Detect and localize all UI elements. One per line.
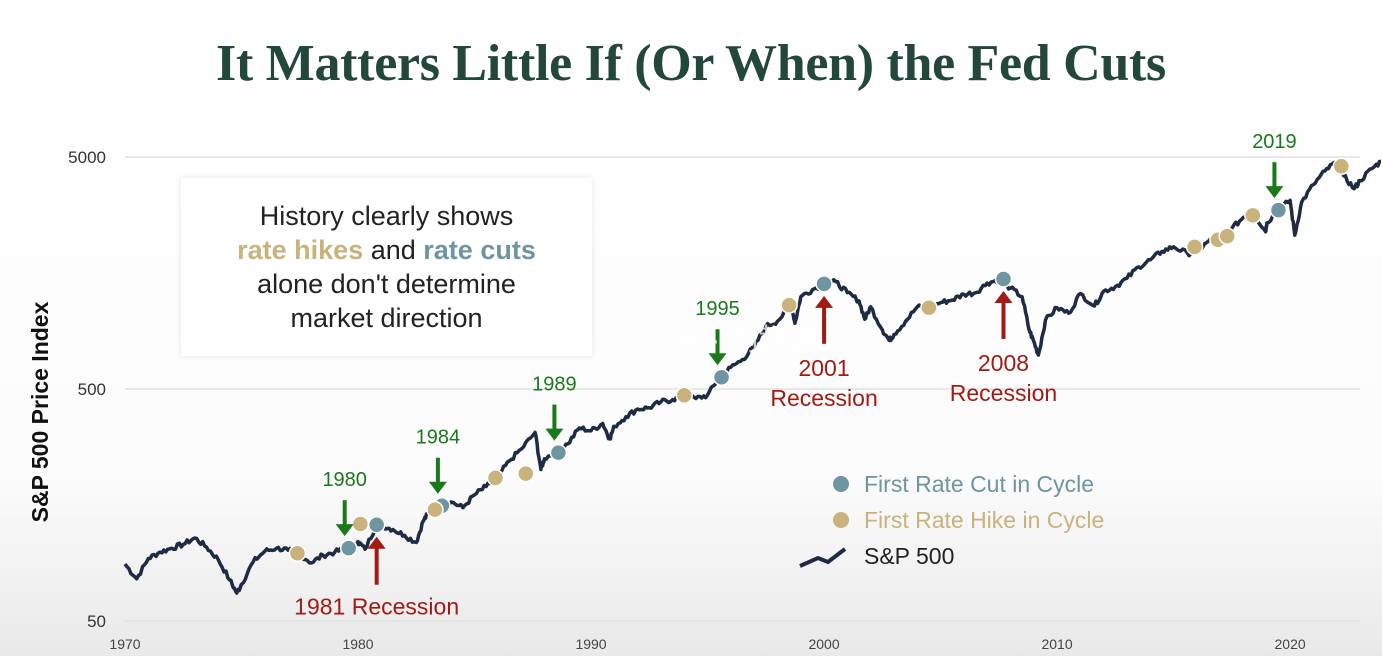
green-arrow-1984 — [428, 457, 447, 494]
grid-layer — [125, 156, 1360, 622]
callout-line-1: History clearly shows — [259, 201, 514, 231]
rate-cut-marker-0 — [339, 539, 358, 557]
red-arrow-7 — [994, 290, 1013, 339]
callout-line-2: rate hikes and rate cuts — [237, 233, 536, 267]
rate-cut-marker-7 — [1269, 201, 1288, 219]
recession-year-2001: 2001 — [798, 355, 849, 381]
rate-cut-marker-3 — [549, 443, 568, 462]
rate-hike-marker-10 — [1218, 227, 1236, 245]
green-arrow-1980 — [335, 500, 354, 537]
callout-line-4: market direction — [290, 303, 483, 333]
x-tick-1970: 1970 — [109, 636, 140, 652]
rate-hike-marker-3 — [486, 469, 505, 487]
year-label-2019: 2019 — [1252, 131, 1297, 153]
callout-hikes-word: rate hikes — [237, 235, 364, 265]
red-arrow-6 — [815, 295, 834, 344]
y-tick-5000: 5000 — [68, 148, 106, 167]
rate-cut-marker-1 — [367, 515, 386, 534]
legend-line-swatch — [799, 547, 847, 568]
recession-word-2001: Recession — [770, 385, 877, 411]
rate-hike-marker-1 — [351, 515, 370, 533]
y-axis-label: S&P 500 Price Index — [27, 301, 53, 522]
x-tick-1980: 1980 — [342, 636, 373, 652]
year-label-1995: 1995 — [695, 298, 740, 320]
callout-and-word: and — [363, 235, 424, 265]
recession-label-5: 1981 Recession — [294, 594, 459, 620]
green-arrow-1995 — [708, 329, 727, 366]
x-axis-ticks: 1970 1980 1990 2000 2010 2020 — [109, 636, 1305, 652]
recession-word-2008: Recession — [950, 380, 1057, 406]
rate-hike-marker-6 — [780, 296, 798, 314]
rate-hike-marker-12 — [1332, 157, 1351, 176]
rate-hike-marker-4 — [517, 464, 535, 483]
rate-hike-marker-11 — [1244, 206, 1262, 225]
y-tick-500: 500 — [78, 380, 106, 399]
callout-cuts-word: rate cuts — [423, 235, 536, 265]
rate-cut-marker-4 — [712, 368, 731, 386]
rate-hike-marker-7 — [920, 298, 938, 317]
slide-title: It Matters Little If (Or When) the Fed C… — [216, 35, 1166, 92]
markers-layer — [288, 157, 1351, 562]
legend-cut-label: First Rate Cut in Cycle — [864, 471, 1094, 497]
y-axis-ticks: 5000 500 50 — [68, 148, 106, 631]
year-label-1989: 1989 — [532, 374, 577, 396]
legend-cut-marker — [833, 476, 849, 492]
legend: First Rate Cut in Cycle First Rate Hike … — [799, 471, 1104, 569]
x-tick-2000: 2000 — [808, 636, 839, 652]
legend-hike-marker — [833, 512, 849, 528]
callout-box: History clearly shows rate hikes and rat… — [181, 178, 592, 356]
red-arrow-5 — [367, 536, 386, 585]
y-tick-50: 50 — [87, 612, 106, 631]
x-tick-1990: 1990 — [575, 636, 606, 652]
year-label-1980: 1980 — [322, 469, 367, 491]
rate-hike-marker-5 — [675, 386, 693, 404]
rate-hike-marker-2 — [426, 500, 444, 519]
rate-cut-marker-6 — [994, 270, 1013, 288]
x-tick-2020: 2020 — [1275, 636, 1306, 652]
x-tick-2010: 2010 — [1041, 636, 1072, 652]
callout-line-3: alone don't determine — [257, 269, 516, 299]
year-label-1984: 1984 — [416, 427, 461, 449]
green-arrow-2019 — [1265, 162, 1284, 199]
rate-hike-marker-0 — [288, 544, 307, 562]
rate-cut-marker-5 — [815, 275, 833, 293]
rate-hike-marker-8 — [1185, 238, 1204, 256]
watermark-text: 公众号 · 刘教链 — [612, 324, 819, 357]
legend-hike-label: First Rate Hike in Cycle — [864, 507, 1104, 533]
green-arrow-1989 — [545, 404, 564, 441]
recession-year-2008: 2008 — [978, 350, 1029, 376]
legend-line-label: S&P 500 — [864, 543, 954, 569]
annotations-layer: 1980 1984 1989 1995 2019 1981 Recession 2001 Re… — [294, 131, 1297, 620]
